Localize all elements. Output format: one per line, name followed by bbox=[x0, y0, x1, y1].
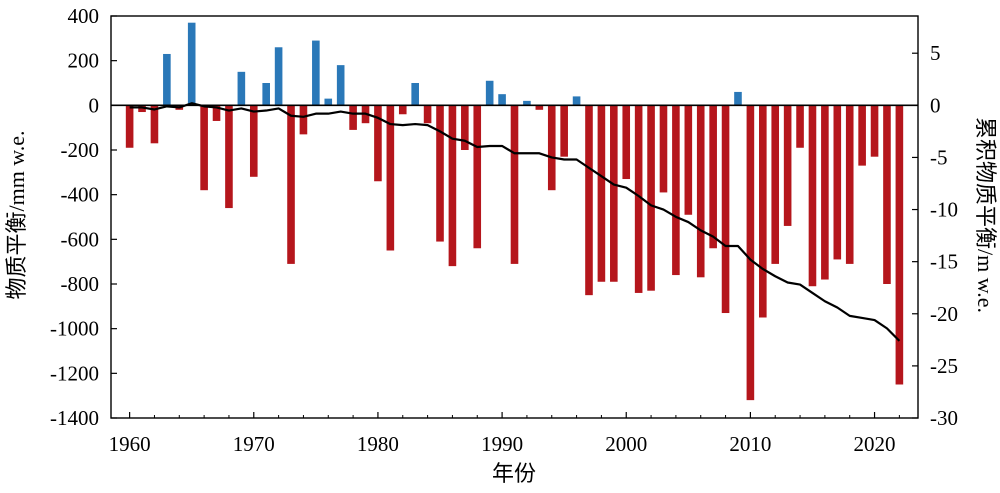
bar-2008 bbox=[721, 105, 730, 314]
x-tick-label-2000: 2000 bbox=[605, 432, 647, 456]
y-left-tick-label--1200: -1200 bbox=[50, 361, 99, 385]
bar-1960 bbox=[125, 105, 134, 148]
bar-1990 bbox=[498, 94, 506, 106]
bar-1968 bbox=[225, 105, 233, 209]
bar-2018 bbox=[845, 105, 854, 264]
bar-1970 bbox=[249, 105, 258, 177]
bar-2000 bbox=[622, 105, 631, 180]
x-axis-title: 年份 bbox=[492, 461, 536, 486]
y-right-tick-label-5: 5 bbox=[930, 41, 941, 65]
bar-1983 bbox=[411, 83, 419, 106]
y-right-tick-label--25: -25 bbox=[930, 354, 958, 378]
y-left-tick-label--200: -200 bbox=[61, 138, 100, 162]
y-right-tick-label--30: -30 bbox=[930, 406, 958, 430]
bar-1969 bbox=[237, 71, 246, 106]
ticks-layer: 1960 1970 1980 1990 2000 2010 20204002000-200-… bbox=[50, 4, 958, 456]
bar-1973 bbox=[287, 105, 295, 264]
bar-1965 bbox=[187, 22, 196, 106]
bar-2004 bbox=[672, 105, 680, 276]
y-right-tick-label--10: -10 bbox=[930, 198, 958, 222]
bar-1999 bbox=[610, 105, 618, 282]
x-tick-label-1970: 1970 bbox=[233, 432, 275, 456]
bar-1966 bbox=[200, 105, 208, 191]
y-left-tick-label--600: -600 bbox=[61, 227, 100, 251]
bar-2022 bbox=[895, 105, 904, 385]
bar-1975 bbox=[312, 40, 320, 106]
y-left-tick-label-0: 0 bbox=[89, 93, 100, 117]
bar-1971 bbox=[262, 83, 270, 106]
bar-1996 bbox=[572, 96, 581, 106]
bar-1993 bbox=[535, 105, 544, 110]
bar-1998 bbox=[597, 105, 606, 282]
y-left-tick-label--800: -800 bbox=[61, 272, 100, 296]
bar-1962 bbox=[150, 105, 159, 144]
y-right-tick-label--15: -15 bbox=[930, 250, 958, 274]
y-left-tick-label-400: 400 bbox=[68, 4, 100, 28]
bar-2002 bbox=[647, 105, 655, 291]
bar-2019 bbox=[858, 105, 866, 166]
bar-2010 bbox=[746, 105, 755, 401]
x-tick-label-2020: 2020 bbox=[854, 432, 896, 456]
cumulative-balance-line bbox=[129, 102, 901, 342]
bar-1982 bbox=[398, 105, 407, 115]
bar-1977 bbox=[336, 65, 345, 106]
bar-1972 bbox=[274, 47, 283, 106]
bar-1978 bbox=[349, 105, 357, 130]
bar-1961 bbox=[138, 105, 146, 113]
bar-2006 bbox=[696, 105, 705, 278]
x-tick-label-1960: 1960 bbox=[109, 432, 151, 456]
bar-2012 bbox=[771, 105, 780, 264]
cumulative-line-layer bbox=[129, 102, 901, 342]
bar-2011 bbox=[759, 105, 767, 318]
bar-1994 bbox=[547, 105, 556, 191]
bar-2003 bbox=[659, 105, 668, 193]
y-left-tick-label-200: 200 bbox=[68, 49, 100, 73]
bar-2009 bbox=[734, 91, 742, 106]
bar-2021 bbox=[883, 105, 891, 284]
bar-1989 bbox=[485, 80, 494, 106]
bars-layer bbox=[125, 22, 904, 401]
bar-1992 bbox=[523, 100, 531, 106]
bar-1986 bbox=[448, 105, 457, 267]
y-right-tick-label--5: -5 bbox=[930, 145, 948, 169]
bar-1963 bbox=[163, 53, 171, 106]
bar-1997 bbox=[585, 105, 593, 296]
bar-2017 bbox=[833, 105, 842, 260]
bar-2015 bbox=[808, 105, 817, 287]
x-tick-label-2010: 2010 bbox=[729, 432, 771, 456]
bar-2016 bbox=[821, 105, 829, 280]
bar-1981 bbox=[386, 105, 395, 251]
bar-1974 bbox=[299, 105, 308, 135]
y-left-tick-label--1400: -1400 bbox=[50, 406, 99, 430]
y-axis-title-left: 物质平衡/mm w.e. bbox=[4, 130, 29, 299]
x-tick-label-1980: 1980 bbox=[357, 432, 399, 456]
bar-1976 bbox=[324, 98, 333, 106]
x-tick-label-1990: 1990 bbox=[481, 432, 523, 456]
bar-1995 bbox=[560, 105, 568, 157]
y-left-tick-label--400: -400 bbox=[61, 183, 100, 207]
bar-1967 bbox=[212, 105, 221, 121]
bar-1988 bbox=[473, 105, 482, 249]
y-right-tick-label-0: 0 bbox=[930, 93, 941, 117]
bar-2020 bbox=[870, 105, 879, 157]
y-right-tick-label--20: -20 bbox=[930, 302, 958, 326]
bar-1987 bbox=[461, 105, 469, 150]
bar-2007 bbox=[709, 105, 717, 249]
bar-2005 bbox=[684, 105, 693, 215]
bar-2013 bbox=[783, 105, 792, 226]
bar-1991 bbox=[510, 105, 519, 264]
bar-1985 bbox=[436, 105, 444, 242]
bar-2014 bbox=[796, 105, 804, 148]
plot-frame bbox=[110, 15, 919, 419]
y-axis-title-right: 累积物质平衡/m w.e. bbox=[973, 117, 998, 313]
bar-1984 bbox=[423, 105, 432, 124]
axes-layer bbox=[110, 15, 919, 419]
bar-1980 bbox=[374, 105, 382, 182]
y-left-tick-label--1000: -1000 bbox=[50, 317, 99, 341]
bar-2001 bbox=[634, 105, 643, 293]
